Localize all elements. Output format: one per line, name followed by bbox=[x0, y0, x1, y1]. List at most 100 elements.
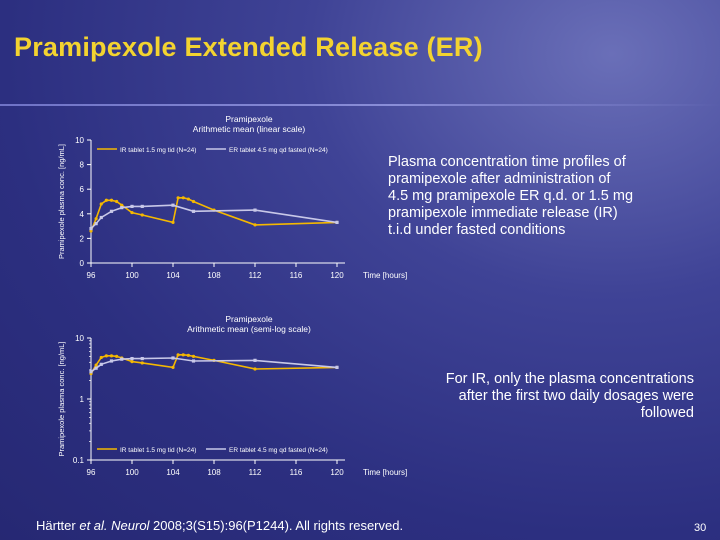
data-point-er bbox=[253, 208, 257, 212]
x-tick-label: 104 bbox=[166, 468, 180, 477]
citation-authors: Härtter bbox=[36, 518, 80, 533]
data-point-ir bbox=[140, 213, 144, 217]
x-tick-label: 116 bbox=[290, 271, 303, 280]
data-point-ir bbox=[104, 198, 108, 202]
x-tick-label: 96 bbox=[87, 271, 96, 280]
x-tick-label: 108 bbox=[207, 468, 221, 477]
data-point-ir bbox=[186, 197, 190, 201]
data-point-ir bbox=[130, 210, 134, 215]
x-tick-label: 96 bbox=[87, 468, 96, 477]
data-point-er bbox=[140, 356, 144, 361]
y-tick-label: 4 bbox=[80, 210, 85, 219]
x-axis-label: Time [hours] bbox=[363, 271, 407, 280]
data-point-er bbox=[99, 362, 103, 366]
citation: Härtter et al. Neurol 2008;3(S15):96(P12… bbox=[36, 518, 403, 533]
description-top-line: pramipexole after administration of bbox=[388, 171, 611, 187]
y-tick-label: 10 bbox=[75, 136, 84, 145]
description-bottom: For IR, only the plasma concentrations a… bbox=[384, 371, 694, 422]
data-point-er bbox=[109, 209, 114, 213]
y-tick-label: 6 bbox=[80, 185, 85, 194]
data-point-er bbox=[253, 358, 257, 362]
data-point-ir bbox=[120, 203, 124, 207]
data-point-er bbox=[130, 204, 134, 209]
data-point-ir bbox=[94, 217, 98, 221]
data-point-er bbox=[335, 220, 339, 225]
data-point-ir bbox=[115, 199, 119, 204]
x-tick-label: 104 bbox=[166, 271, 180, 280]
y-tick-label: 8 bbox=[80, 161, 85, 170]
x-tick-label: 100 bbox=[125, 468, 139, 477]
data-point-ir bbox=[104, 354, 108, 358]
y-axis-label: Pramipexole plasma conc. [ng/mL] bbox=[57, 341, 66, 456]
description-top: Plasma concentration time profiles of pr… bbox=[388, 154, 688, 239]
data-point-ir bbox=[176, 196, 180, 200]
data-point-er bbox=[109, 359, 114, 363]
page-number: 30 bbox=[694, 522, 707, 534]
data-point-er bbox=[191, 359, 196, 363]
data-point-ir bbox=[186, 353, 190, 357]
chart-title: Pramipexole bbox=[225, 314, 273, 324]
data-point-ir bbox=[140, 361, 144, 365]
y-tick-label: 1 bbox=[80, 395, 85, 404]
description-top-line: Plasma concentration time profiles of bbox=[388, 154, 626, 170]
data-point-ir bbox=[99, 355, 103, 360]
data-point-er bbox=[89, 226, 93, 231]
x-tick-label: 112 bbox=[249, 468, 262, 477]
data-point-ir bbox=[191, 199, 196, 204]
data-point-er bbox=[120, 357, 124, 361]
data-point-ir bbox=[109, 198, 114, 202]
x-tick-label: 120 bbox=[330, 271, 344, 280]
legend-label-ir: IR tablet 1.5 mg tid (N=24) bbox=[120, 147, 196, 154]
data-point-er bbox=[335, 365, 339, 369]
x-tick-label: 100 bbox=[125, 271, 139, 280]
x-tick-label: 108 bbox=[207, 271, 221, 280]
data-point-ir bbox=[181, 196, 185, 200]
data-point-ir bbox=[181, 353, 185, 357]
y-tick-label: 0.1 bbox=[73, 456, 85, 465]
data-point-ir bbox=[109, 354, 114, 358]
data-point-ir bbox=[191, 354, 196, 358]
data-point-er bbox=[120, 206, 124, 210]
data-point-er bbox=[94, 222, 98, 226]
description-top-line: pramipexole immediate release (IR) bbox=[388, 205, 618, 221]
x-tick-label: 112 bbox=[249, 271, 262, 280]
title-divider bbox=[0, 104, 720, 106]
data-point-er bbox=[171, 356, 175, 360]
x-tick-label: 116 bbox=[290, 468, 303, 477]
data-point-er bbox=[94, 366, 98, 370]
data-point-er bbox=[140, 204, 144, 209]
chart-subtitle: Arithmetic mean (semi-log scale) bbox=[187, 324, 311, 334]
y-axis-label: Pramipexole plasma conc. [ng/mL] bbox=[57, 144, 66, 259]
chart-title: Pramipexole bbox=[225, 114, 273, 124]
description-bottom-line: after the first two daily dosages were bbox=[458, 388, 694, 404]
x-axis-label: Time [hours] bbox=[363, 468, 407, 477]
description-bottom-line: For IR, only the plasma concentrations bbox=[445, 371, 694, 387]
chart-subtitle: Arithmetic mean (linear scale) bbox=[193, 124, 306, 134]
y-tick-label: 10 bbox=[75, 334, 84, 343]
description-bottom-line: followed bbox=[640, 405, 694, 421]
y-tick-label: 2 bbox=[80, 234, 85, 243]
data-point-ir bbox=[171, 365, 175, 369]
citation-journal: et al. Neurol bbox=[79, 518, 150, 533]
data-point-er bbox=[191, 209, 196, 213]
description-top-line: 4.5 mg pramipexole ER q.d. or 1.5 mg bbox=[388, 188, 634, 204]
data-point-ir bbox=[99, 202, 103, 206]
data-point-ir bbox=[171, 220, 175, 225]
data-point-er bbox=[99, 215, 103, 220]
data-point-ir bbox=[253, 367, 257, 371]
legend-label-er: ER tablet 4.5 mg qd fasted (N=24) bbox=[229, 447, 328, 454]
data-point-ir bbox=[176, 353, 180, 357]
data-point-er bbox=[89, 370, 93, 374]
data-point-er bbox=[171, 203, 175, 207]
data-point-ir bbox=[115, 354, 119, 358]
citation-details: 2008;3(S15):96(P1244). All rights reserv… bbox=[149, 518, 404, 533]
legend-label-ir: IR tablet 1.5 mg tid (N=24) bbox=[120, 447, 196, 454]
slide-title: Pramipexole Extended Release (ER) bbox=[14, 32, 483, 62]
data-point-er bbox=[130, 356, 134, 361]
data-point-ir bbox=[253, 223, 257, 227]
y-tick-label: 0 bbox=[80, 259, 85, 268]
legend-label-er: ER tablet 4.5 mg qd fasted (N=24) bbox=[229, 147, 328, 154]
data-point-ir bbox=[130, 360, 134, 364]
